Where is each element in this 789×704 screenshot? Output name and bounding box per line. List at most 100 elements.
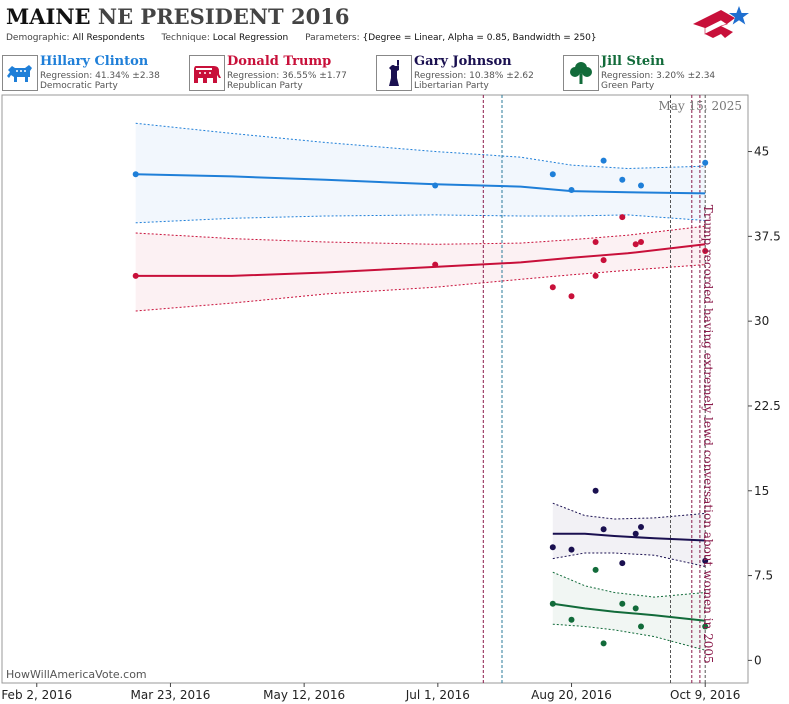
y-tick-label: 45 [754,145,769,159]
parameters-key: Parameters: [305,33,360,43]
y-tick-label: 0 [754,653,762,667]
band-upper-gary-johnson [552,502,706,520]
x-tick-label: Feb 2, 2016 [1,688,72,702]
candidate-regression: Regression: 41.34% ±2.38 [40,71,160,81]
poll-point-gary-johnson [549,544,556,551]
regression-line-jill-stein [552,602,706,622]
poll-point-gary-johnson [702,557,709,564]
poll-point-jill-stein [638,623,644,630]
event-annotation: Trump recorded having extremely lewd con… [701,205,715,664]
y-tick-label: 7.5 [754,569,773,583]
y-tick-label: 30 [754,314,769,328]
technique-key: Technique: [161,33,210,43]
candidate-party: Green Party [601,81,655,91]
state-name: MAINE [6,4,91,29]
poll-point-jill-stein [568,616,575,623]
demographic-value: All Respondents [72,33,145,43]
poll-point-jill-stein [619,600,626,607]
elephant-icon [194,66,221,83]
band-hillary-clinton [135,123,706,223]
x-tick-label: Jul 1, 2016 [405,688,470,702]
poll-point-donald-trump [592,272,599,279]
band-upper-jill-stein [552,571,706,598]
regression-line-gary-johnson [552,532,706,542]
candidate-icon-box [376,55,412,91]
poll-point-jill-stein [592,566,599,573]
site-logo [693,6,749,38]
parameters-line: Demographic: All Respondents Technique: … [6,33,611,43]
candidate-card-stein: Jill Stein Regression: 3.20% ±2.34 Green… [563,53,751,93]
poll-point-donald-trump [568,293,575,300]
candidate-card-clinton: Hillary Clinton Regression: 41.34% ±2.38… [2,53,190,93]
y-axis: 0 7.5 15 22.5 30 37.5 45 [748,145,781,667]
poll-point-hillary-clinton [638,182,644,189]
candidate-party: Republican Party [227,81,303,91]
x-tick-label: Oct 9, 2016 [670,688,740,702]
y-tick-label: 37.5 [754,229,781,243]
poll-point-hillary-clinton [549,171,556,178]
y-tick-label: 22.5 [754,399,781,413]
poll-point-hillary-clinton [600,157,607,164]
poll-point-donald-trump [632,241,639,248]
candidate-regression: Regression: 3.20% ±2.34 [601,71,716,81]
donkey-icon [7,65,32,82]
date-stamp: May 15, 2025 [659,99,742,113]
poll-point-jill-stein [600,640,607,647]
candidate-legend: Hillary Clinton Regression: 41.34% ±2.38… [0,53,789,93]
candidate-party: Libertarian Party [414,81,489,91]
site-credit: HowWillAmericaVote.com [6,668,147,681]
poll-point-jill-stein [632,605,639,612]
band-lower-donald-trump [135,264,706,312]
confidence-bands [135,122,706,651]
candidate-regression: Regression: 36.55% ±1.77 [227,71,347,81]
candidate-card-johnson: Gary Johnson Regression: 10.38% ±2.62 Li… [376,53,564,93]
candidate-icon-box [563,55,599,91]
poll-point-donald-trump [600,257,607,264]
regression-lines [135,173,706,622]
poll-point-donald-trump [638,239,644,245]
poll-point-gary-johnson [592,487,599,494]
race-name: NE PRESIDENT 2016 [97,4,350,29]
header: MAINE NE PRESIDENT 2016 Demographic: All… [0,0,789,50]
poll-point-gary-johnson [600,526,607,533]
poll-point-donald-trump [619,214,626,221]
candidate-name: Donald Trump [227,54,332,69]
regression-line-hillary-clinton [135,173,706,195]
page-title: MAINE NE PRESIDENT 2016 [6,4,349,29]
poll-point-hillary-clinton [702,159,709,166]
poll-point-hillary-clinton [432,182,439,189]
poll-points [132,157,709,647]
candidate-name: Hillary Clinton [40,54,149,69]
poll-point-gary-johnson [632,530,639,537]
regression-line-donald-trump [135,243,706,277]
band-gary-johnson [552,503,706,567]
y-tick-label: 15 [754,484,769,498]
candidate-name: Jill Stein [601,54,665,69]
candidate-name: Gary Johnson [414,54,512,69]
x-tick-label: Mar 23, 2016 [130,688,210,702]
band-jill-stein [552,572,706,651]
candidate-icon-box [2,55,38,91]
poll-point-donald-trump [549,284,556,291]
poll-point-jill-stein [702,623,709,630]
technique-value: Local Regression [212,33,289,43]
band-lower-jill-stein [552,623,706,651]
parameters-value: {Degree = Linear, Alpha = 0.85, Bandwidt… [362,33,597,43]
poll-point-donald-trump [702,248,709,254]
poll-point-donald-trump [132,272,139,279]
poll-point-jill-stein [549,600,556,607]
poll-point-donald-trump [432,261,439,268]
liberty-icon [389,60,399,86]
band-lower-gary-johnson [552,552,706,567]
poll-point-hillary-clinton [132,171,139,178]
poll-point-gary-johnson [638,524,644,530]
poll-point-gary-johnson [568,546,575,553]
x-tick-label: Aug 20, 2016 [531,688,612,702]
poll-point-hillary-clinton [568,187,575,193]
candidate-regression: Regression: 10.38% ±2.62 [414,71,534,81]
poll-point-hillary-clinton [619,176,626,183]
candidate-party: Democratic Party [40,81,118,91]
candidate-card-trump: Donald Trump Regression: 36.55% ±1.77 Re… [189,53,377,93]
tree-icon [570,62,592,84]
band-upper-hillary-clinton [135,122,706,170]
